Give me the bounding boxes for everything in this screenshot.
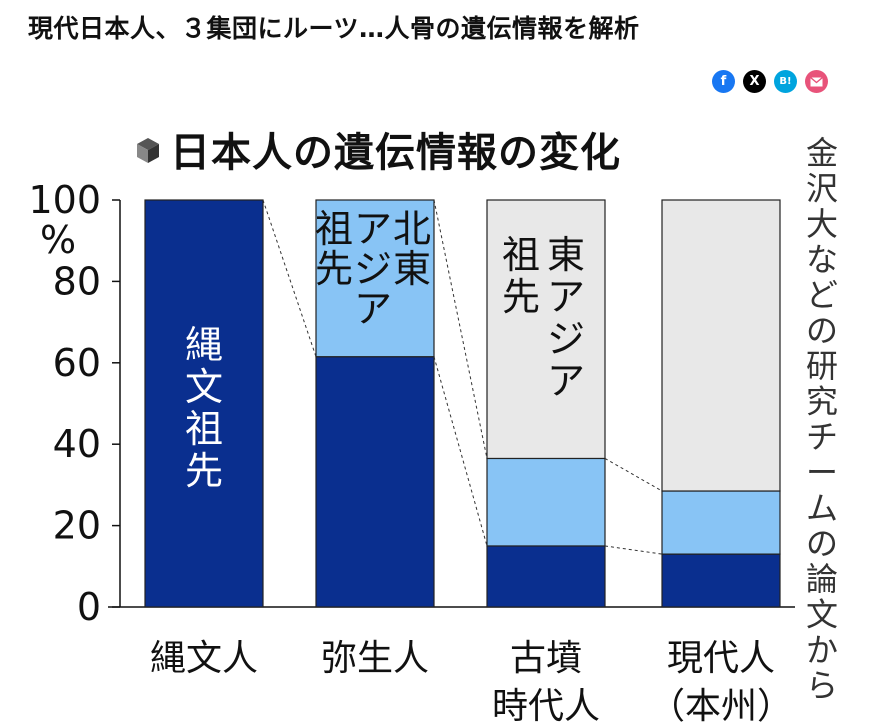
bar-segment bbox=[661, 490, 781, 555]
source-note: ム bbox=[806, 489, 838, 527]
series-label-northeast-asia: ジ bbox=[354, 247, 392, 291]
category-label: 時代人 bbox=[492, 686, 600, 727]
bar-segment bbox=[315, 199, 435, 358]
boundary-connector bbox=[604, 545, 663, 555]
series-label-northeast-asia: 北 bbox=[393, 207, 431, 251]
source-note: 沢 bbox=[806, 170, 838, 208]
source-note: の bbox=[806, 525, 838, 563]
source-note: 金 bbox=[806, 134, 838, 172]
y-tick-label: 60 bbox=[53, 341, 101, 385]
bar-segment bbox=[144, 199, 264, 608]
source-note: の bbox=[806, 312, 838, 350]
bar-segment bbox=[486, 545, 606, 608]
y-tick-label: 80 bbox=[53, 259, 101, 303]
share-buttons: f X B! bbox=[712, 70, 828, 93]
mail-share-button[interactable] bbox=[805, 70, 828, 93]
series-label-east-asia: ジ bbox=[547, 317, 585, 361]
source-note: 論 bbox=[806, 560, 838, 598]
cube-icon bbox=[137, 138, 159, 163]
source-note: ー bbox=[806, 454, 838, 492]
series-label-jomon: 先 bbox=[185, 449, 223, 493]
y-tick-label: 40 bbox=[53, 422, 101, 466]
y-tick-label: 20 bbox=[53, 504, 101, 548]
series-label-northeast-asia: 祖 bbox=[315, 207, 353, 251]
y-unit-label: % bbox=[40, 218, 76, 262]
source-note: ら bbox=[806, 667, 838, 705]
source-note: な bbox=[806, 241, 838, 279]
category-label: 現代人 bbox=[667, 638, 775, 679]
facebook-icon: f bbox=[720, 74, 727, 89]
y-tick-label: 0 bbox=[77, 585, 101, 629]
series-label-northeast-asia: 東 bbox=[393, 247, 431, 291]
series-label-east-asia: ア bbox=[547, 275, 585, 319]
y-tick-label: 100 bbox=[28, 178, 101, 222]
series-label-northeast-asia: ア bbox=[354, 207, 392, 251]
boundary-connector bbox=[262, 199, 317, 357]
bar-segment bbox=[661, 199, 781, 492]
series-label-northeast-asia: ア bbox=[354, 287, 392, 331]
source-note: 研 bbox=[806, 347, 838, 385]
bar-segment bbox=[315, 356, 435, 608]
category-label: 縄文人 bbox=[150, 638, 258, 679]
series-label-jomon: 縄 bbox=[185, 323, 223, 367]
source-note: 究 bbox=[806, 383, 838, 421]
boundary-connector bbox=[433, 199, 488, 459]
hatena-bookmark-button[interactable]: B! bbox=[774, 70, 797, 93]
facebook-share-button[interactable]: f bbox=[712, 70, 735, 93]
category-label: （本州） bbox=[649, 686, 793, 727]
article-headline: 現代日本人、３集団にルーツ…人骨の遺伝情報を解析 bbox=[28, 14, 640, 43]
bar-segment bbox=[486, 457, 606, 547]
x-share-button[interactable]: X bbox=[743, 70, 766, 93]
series-label-northeast-asia: 先 bbox=[315, 247, 353, 291]
series-label-jomon: 文 bbox=[185, 365, 223, 409]
source-note: チ bbox=[806, 418, 838, 456]
source-note: ど bbox=[806, 276, 838, 314]
source-note: 文 bbox=[806, 596, 838, 634]
bar-segment bbox=[486, 199, 606, 460]
boundary-connector bbox=[433, 356, 488, 547]
bar-segment bbox=[661, 553, 781, 608]
series-label-jomon: 祖 bbox=[185, 407, 223, 451]
series-label-east-asia: 祖 bbox=[502, 233, 540, 277]
series-label-east-asia: 東 bbox=[547, 233, 585, 277]
category-label: 弥生人 bbox=[321, 638, 429, 679]
x-icon: X bbox=[749, 74, 760, 89]
boundary-connector bbox=[604, 458, 663, 492]
series-label-east-asia: 先 bbox=[502, 275, 540, 319]
chart-title: 日本人の遺伝情報の変化 bbox=[170, 130, 621, 176]
source-note: か bbox=[806, 631, 838, 669]
series-label-east-asia: ア bbox=[547, 359, 585, 403]
category-label: 古墳 bbox=[510, 638, 582, 679]
hatena-icon: B! bbox=[779, 76, 792, 87]
source-note: 大 bbox=[806, 205, 838, 243]
mail-icon bbox=[810, 76, 823, 87]
